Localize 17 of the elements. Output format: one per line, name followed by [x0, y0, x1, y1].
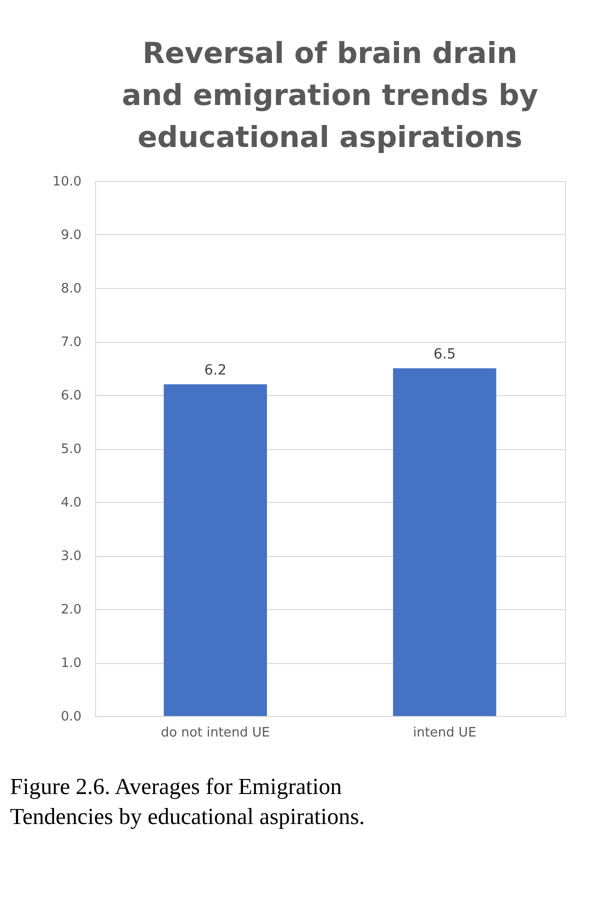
- x-tick-label: intend UE: [412, 726, 476, 740]
- caption: Figure 2.6. Averages for Emigration Tendencies by educational aspirations.: [10, 774, 365, 829]
- y-tick-label: 10.0: [52, 174, 82, 190]
- y-tick-label: 6.0: [60, 388, 82, 404]
- data-label: 6.5: [434, 346, 456, 362]
- y-tick-label: 8.0: [60, 282, 82, 296]
- y-tick-label: 4.0: [60, 496, 82, 510]
- y-tick-label: 1.0: [60, 656, 82, 671]
- chart-title: Reversal of brain drain and emigration trends by educational aspirations: [122, 36, 538, 154]
- y-tick-label: 2.0: [60, 602, 82, 618]
- data-label: 6.2: [204, 362, 226, 378]
- y-tick-label: 3.0: [60, 549, 82, 564]
- y-tick-label: 7.0: [60, 335, 82, 350]
- x-tick-label: do not intend UE: [160, 726, 270, 740]
- y-tick-label: 0.0: [60, 710, 82, 724]
- y-tick-label: 9.0: [60, 228, 82, 243]
- y-tick-label: 5.0: [60, 442, 82, 457]
